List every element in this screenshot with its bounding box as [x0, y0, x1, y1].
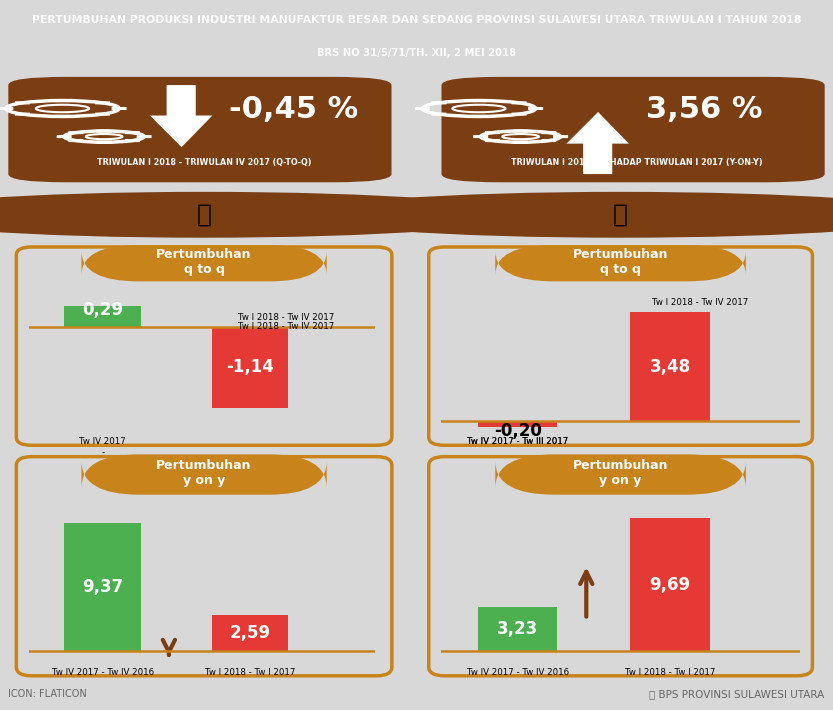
Circle shape	[502, 134, 539, 139]
Text: 3,23: 3,23	[497, 620, 538, 638]
FancyBboxPatch shape	[496, 454, 746, 495]
Bar	[631, 518, 710, 651]
Text: TRIWULAN I 2018 - TRIWULAN IV 2017 (Q-TO-Q): TRIWULAN I 2018 - TRIWULAN IV 2017 (Q-TO…	[97, 158, 312, 167]
FancyBboxPatch shape	[541, 131, 556, 134]
FancyBboxPatch shape	[528, 107, 543, 110]
Text: 3,56 %: 3,56 %	[646, 95, 762, 124]
FancyBboxPatch shape	[68, 139, 83, 142]
Text: -1,14: -1,14	[226, 358, 274, 376]
Text: Pertumbuhan
y on y: Pertumbuhan y on y	[573, 459, 668, 487]
Text: 🍗: 🍗	[197, 203, 212, 226]
FancyBboxPatch shape	[112, 107, 127, 110]
Text: -0,20: -0,20	[494, 422, 541, 440]
Bar	[631, 312, 710, 421]
FancyBboxPatch shape	[55, 115, 70, 118]
FancyBboxPatch shape	[15, 102, 30, 104]
Text: Tw I 2018 - Tw IV 2017: Tw I 2018 - Tw IV 2017	[652, 298, 749, 307]
Text: 3,48: 3,48	[650, 358, 691, 376]
Text: ICON: FLATICON: ICON: FLATICON	[8, 689, 87, 699]
Circle shape	[452, 105, 506, 112]
Text: Pertumbuhan
q to q: Pertumbuhan q to q	[573, 248, 668, 276]
Text: BRS NO 31/5/71/TH. XII, 2 MEI 2018: BRS NO 31/5/71/TH. XII, 2 MEI 2018	[317, 48, 516, 58]
FancyBboxPatch shape	[511, 102, 526, 104]
FancyBboxPatch shape	[15, 113, 30, 116]
Polygon shape	[566, 112, 629, 174]
Text: -0,45 %: -0,45 %	[229, 95, 358, 124]
FancyBboxPatch shape	[553, 135, 568, 138]
Circle shape	[304, 192, 833, 238]
FancyBboxPatch shape	[431, 102, 446, 104]
FancyBboxPatch shape	[471, 99, 486, 102]
Text: 🍺: 🍺	[613, 203, 628, 226]
Text: Tw IV 2017 - Tw III 2017: Tw IV 2017 - Tw III 2017	[467, 437, 568, 446]
Bar	[64, 523, 141, 651]
Text: Tw IV 2017 - Tw III 2017: Tw IV 2017 - Tw III 2017	[467, 437, 568, 446]
FancyBboxPatch shape	[125, 139, 140, 142]
FancyBboxPatch shape	[82, 454, 327, 495]
Text: 9,69: 9,69	[650, 576, 691, 594]
FancyBboxPatch shape	[429, 457, 812, 676]
Polygon shape	[150, 85, 212, 147]
Text: Pertumbuhan
q to q: Pertumbuhan q to q	[157, 248, 252, 276]
Bar	[212, 616, 288, 651]
FancyBboxPatch shape	[137, 135, 152, 138]
FancyBboxPatch shape	[0, 107, 13, 110]
Bar	[478, 421, 557, 427]
FancyBboxPatch shape	[485, 139, 500, 142]
Bar	[64, 306, 141, 327]
Text: Tw IV 2017 - Tw IV 2016: Tw IV 2017 - Tw IV 2016	[52, 667, 154, 677]
Text: 9,37: 9,37	[82, 578, 123, 596]
FancyBboxPatch shape	[82, 245, 327, 281]
Text: Tw I 2018 - Tw I 2017: Tw I 2018 - Tw I 2017	[205, 667, 295, 677]
FancyBboxPatch shape	[441, 77, 825, 182]
FancyBboxPatch shape	[513, 141, 528, 143]
Circle shape	[0, 192, 521, 238]
FancyBboxPatch shape	[95, 113, 110, 116]
FancyBboxPatch shape	[125, 131, 140, 134]
Text: 🏛 BPS PROVINSI SULAWESI UTARA: 🏛 BPS PROVINSI SULAWESI UTARA	[650, 689, 825, 699]
FancyBboxPatch shape	[57, 135, 72, 138]
FancyBboxPatch shape	[485, 131, 500, 134]
Circle shape	[36, 105, 89, 112]
Text: PERTUMBUHAN PRODUKSI INDUSTRI MANUFAKTUR BESAR DAN SEDANG PROVINSI SULAWESI UTAR: PERTUMBUHAN PRODUKSI INDUSTRI MANUFAKTUR…	[32, 15, 801, 26]
Text: TRIWULAN I 2018 TERHADAP TRIWULAN I 2017 (Y-ON-Y): TRIWULAN I 2018 TERHADAP TRIWULAN I 2017…	[511, 158, 763, 167]
Text: Pertumbuhan
y on y: Pertumbuhan y on y	[157, 459, 252, 487]
Text: Tw I 2018 - Tw I 2017: Tw I 2018 - Tw I 2017	[625, 667, 716, 677]
FancyBboxPatch shape	[429, 247, 812, 445]
Text: Tw IV 2017 - Tw IV 2016: Tw IV 2017 - Tw IV 2016	[466, 667, 569, 677]
Text: Tw IV 2017
-
Tw III 2017: Tw IV 2017 - Tw III 2017	[79, 437, 126, 467]
Text: Tw I 2018 - Tw IV 2017: Tw I 2018 - Tw IV 2017	[238, 322, 335, 331]
Text: 0,29: 0,29	[82, 300, 123, 319]
FancyBboxPatch shape	[68, 131, 83, 134]
FancyBboxPatch shape	[473, 135, 488, 138]
FancyBboxPatch shape	[431, 113, 446, 116]
FancyBboxPatch shape	[97, 141, 112, 143]
Text: 2,59: 2,59	[229, 624, 271, 643]
FancyBboxPatch shape	[511, 113, 526, 116]
FancyBboxPatch shape	[97, 129, 112, 133]
Text: Tw I 2018 - Tw IV 2017: Tw I 2018 - Tw IV 2017	[238, 312, 335, 322]
FancyBboxPatch shape	[541, 139, 556, 142]
FancyBboxPatch shape	[513, 129, 528, 133]
FancyBboxPatch shape	[471, 115, 486, 118]
FancyBboxPatch shape	[95, 102, 110, 104]
FancyBboxPatch shape	[17, 247, 392, 445]
FancyBboxPatch shape	[415, 107, 430, 110]
Bar	[478, 607, 557, 651]
FancyBboxPatch shape	[496, 245, 746, 281]
FancyBboxPatch shape	[55, 99, 70, 102]
FancyBboxPatch shape	[8, 77, 392, 182]
Circle shape	[86, 134, 122, 139]
Bar	[212, 327, 288, 408]
FancyBboxPatch shape	[17, 457, 392, 676]
